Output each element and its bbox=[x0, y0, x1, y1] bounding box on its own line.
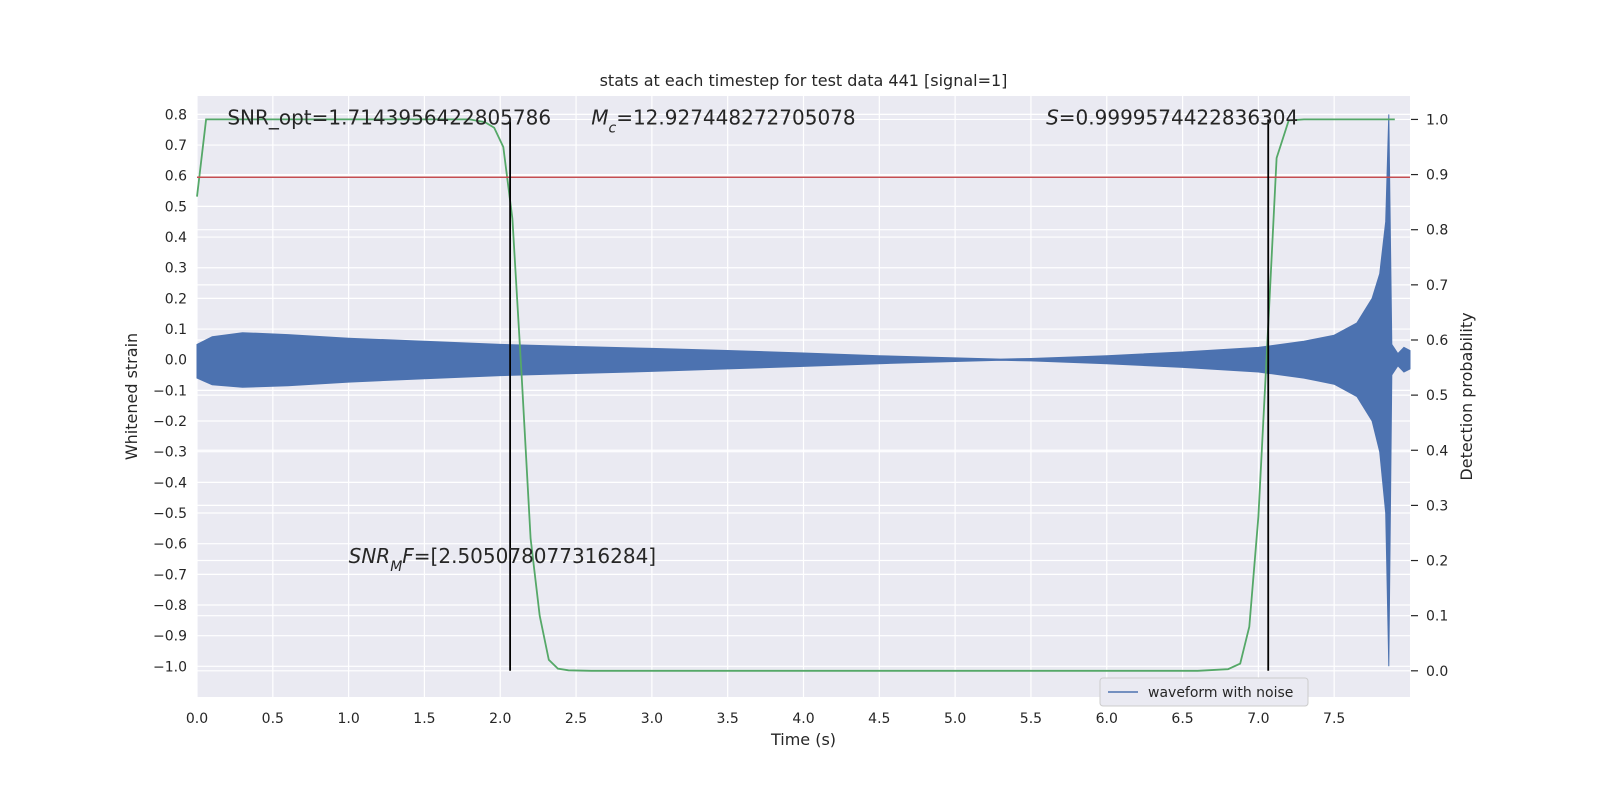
y-tick-label: 0.5 bbox=[165, 199, 187, 215]
x-tick-label: 1.0 bbox=[337, 711, 359, 727]
y-tick-label: 0.6 bbox=[165, 169, 187, 185]
y2-tick-label: 0.3 bbox=[1426, 498, 1448, 514]
x-tick-label: 5.5 bbox=[1020, 711, 1042, 727]
y2-tick-label: 0.4 bbox=[1426, 443, 1448, 459]
x-tick-label: 1.5 bbox=[413, 711, 435, 727]
y-tick-label: 0.2 bbox=[165, 291, 187, 307]
legend: waveform with noise bbox=[1099, 677, 1309, 707]
x-tick-label: 2.0 bbox=[489, 711, 511, 727]
y2-tick-label: 1.0 bbox=[1426, 112, 1448, 128]
y2-tick-label: 0.2 bbox=[1426, 554, 1448, 570]
y-tick-label: 0.8 bbox=[165, 107, 187, 123]
y2-tick-label: 0.0 bbox=[1426, 664, 1448, 680]
y-axis-label: Whitened strain bbox=[122, 333, 141, 460]
y-tick-label: −0.1 bbox=[153, 383, 187, 399]
y-tick-label: 0.7 bbox=[165, 138, 187, 154]
x-tick-label: 4.0 bbox=[792, 711, 814, 727]
y-tick-label: 0.3 bbox=[165, 261, 187, 277]
y-tick-label: −0.2 bbox=[153, 414, 187, 430]
annotation-mc: Mc=12.927448272705078 bbox=[591, 105, 855, 136]
legend-entry: waveform with noise bbox=[1148, 685, 1293, 701]
y-tick-label: −0.5 bbox=[153, 506, 187, 522]
x-tick-label: 3.0 bbox=[641, 711, 663, 727]
annotations: SNR_opt=1.7143956422805786 Mc=12.92744827… bbox=[227, 105, 1298, 574]
y2-tick-label: 0.8 bbox=[1426, 223, 1448, 239]
y2-tick-label: 0.7 bbox=[1426, 278, 1448, 294]
y-tick-label: −0.9 bbox=[153, 629, 187, 645]
x-tick-label: 0.5 bbox=[262, 711, 284, 727]
y2-axis-label: Detection probability bbox=[1457, 312, 1476, 480]
y2-tick-label: 0.1 bbox=[1426, 609, 1448, 625]
detection-markers bbox=[509, 119, 1270, 671]
waveform-fill bbox=[196, 114, 1411, 667]
y-tick-label: −0.4 bbox=[153, 475, 187, 491]
x-tick-label: 7.0 bbox=[1247, 711, 1269, 727]
x-tick-label: 6.5 bbox=[1171, 711, 1193, 727]
annotation-snr-mf: SNRMF=[2.505078077316284] bbox=[349, 544, 657, 575]
y2-axis-ticks: 1.0 0.9 0.8 0.7 0.6 0.5 0.4 0.3 0.2 0.1 0.0 bbox=[1411, 112, 1448, 680]
y-tick-label: −0.6 bbox=[153, 537, 187, 553]
waveform-series bbox=[196, 114, 1411, 667]
chart-title: stats at each timestep for test data 441… bbox=[600, 71, 1008, 90]
x-tick-label: 2.5 bbox=[565, 711, 587, 727]
annotation-snr-opt: SNR_opt=1.7143956422805786 bbox=[227, 105, 551, 129]
y-tick-label: 0.4 bbox=[165, 230, 187, 246]
y-tick-label: −1.0 bbox=[153, 659, 187, 675]
y-tick-label: −0.7 bbox=[153, 567, 187, 583]
x-tick-label: 5.0 bbox=[944, 711, 966, 727]
y-axis-ticks: 0.8 0.7 0.6 0.5 0.4 0.3 0.2 0.1 0.0 −0.1 −0.2 −0.3 −… bbox=[153, 107, 187, 675]
y2-tick-label: 0.6 bbox=[1426, 333, 1448, 349]
legend-box bbox=[1099, 677, 1309, 707]
annotation-s: S=0.9999574422836304 bbox=[1046, 105, 1298, 129]
y-tick-label: 0.0 bbox=[165, 353, 187, 369]
y2-tick-label: 0.5 bbox=[1426, 388, 1448, 404]
probability-line bbox=[196, 118, 1395, 672]
grid bbox=[196, 96, 1410, 697]
x-tick-label: 3.5 bbox=[717, 711, 739, 727]
x-axis-ticks: 0.0 0.5 1.0 1.5 2.0 2.5 3.0 3.5 4.0 4.5 5.0 5.5 6.0 6… bbox=[186, 711, 1345, 727]
x-tick-label: 4.5 bbox=[868, 711, 890, 727]
probability-series bbox=[196, 118, 1395, 672]
y-tick-label: −0.8 bbox=[153, 598, 187, 614]
y2-tick-label: 0.9 bbox=[1426, 168, 1448, 184]
y-tick-label: 0.1 bbox=[165, 322, 187, 338]
x-axis-label: Time (s) bbox=[770, 730, 836, 749]
x-tick-label: 7.5 bbox=[1323, 711, 1345, 727]
y-tick-label: −0.3 bbox=[153, 445, 187, 461]
x-tick-label: 0.0 bbox=[186, 711, 208, 727]
x-tick-label: 6.0 bbox=[1096, 711, 1118, 727]
